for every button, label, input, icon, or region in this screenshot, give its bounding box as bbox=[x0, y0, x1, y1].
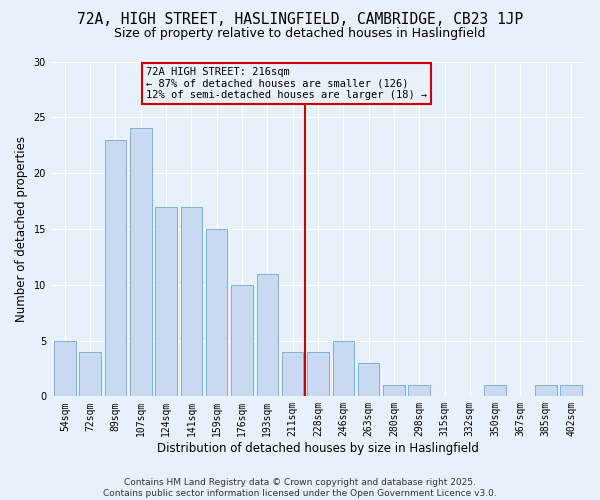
Bar bbox=[409, 385, 430, 396]
Bar bbox=[181, 206, 202, 396]
Bar bbox=[282, 352, 304, 397]
Y-axis label: Number of detached properties: Number of detached properties bbox=[15, 136, 28, 322]
Text: 72A, HIGH STREET, HASLINGFIELD, CAMBRIDGE, CB23 1JP: 72A, HIGH STREET, HASLINGFIELD, CAMBRIDG… bbox=[77, 12, 523, 28]
Text: 72A HIGH STREET: 216sqm
← 87% of detached houses are smaller (126)
12% of semi-d: 72A HIGH STREET: 216sqm ← 87% of detache… bbox=[146, 67, 427, 100]
Bar bbox=[231, 284, 253, 397]
Bar bbox=[130, 128, 152, 396]
Bar bbox=[206, 229, 227, 396]
X-axis label: Distribution of detached houses by size in Haslingfield: Distribution of detached houses by size … bbox=[157, 442, 479, 455]
Bar bbox=[79, 352, 101, 397]
Bar bbox=[535, 385, 557, 396]
Bar bbox=[560, 385, 582, 396]
Bar bbox=[383, 385, 404, 396]
Bar bbox=[155, 206, 177, 396]
Bar bbox=[484, 385, 506, 396]
Bar bbox=[307, 352, 329, 397]
Bar bbox=[54, 340, 76, 396]
Bar bbox=[332, 340, 354, 396]
Bar bbox=[358, 363, 379, 396]
Text: Contains HM Land Registry data © Crown copyright and database right 2025.
Contai: Contains HM Land Registry data © Crown c… bbox=[103, 478, 497, 498]
Bar bbox=[105, 140, 126, 396]
Text: Size of property relative to detached houses in Haslingfield: Size of property relative to detached ho… bbox=[115, 28, 485, 40]
Bar bbox=[257, 274, 278, 396]
